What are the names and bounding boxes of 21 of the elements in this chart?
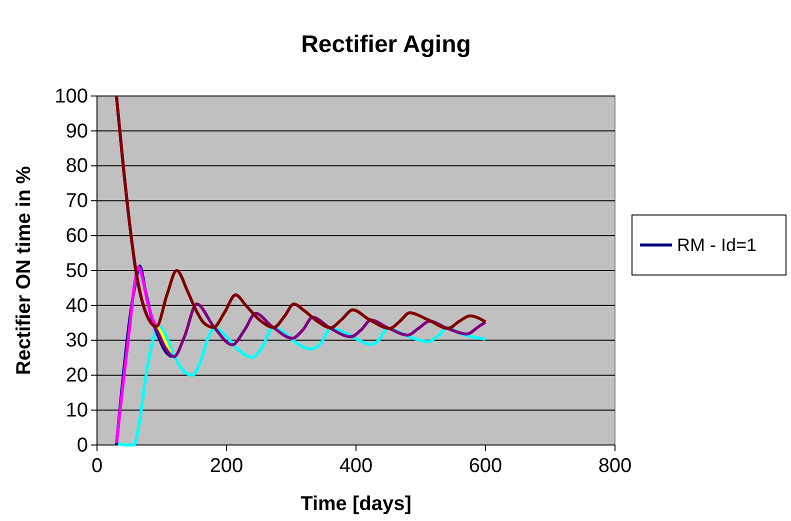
y-tick-label: 100 [54,85,88,108]
y-tick-label: 30 [66,330,88,352]
x-tick-label: 200 [210,455,244,477]
y-tick-label: 10 [66,400,88,422]
y-tick-label: 50 [66,260,88,282]
legend-label: RM - Id=1 [677,235,757,255]
line-series [114,266,158,445]
y-tick-label: 40 [66,294,88,317]
y-tick-label: 0 [76,434,88,456]
x-axis-title: Time [days] [300,493,412,515]
x-tick-label: 0 [91,455,103,477]
y-tick-label: 80 [66,155,88,178]
y-axis-title: Rectifier ON time in % [13,166,35,375]
y-tick-label: 20 [66,364,88,387]
x-tick-label: 400 [339,455,373,477]
y-tick-label: 60 [66,225,88,247]
x-tick-label: 800 [598,455,632,477]
y-tick-label: 70 [66,190,88,212]
chart-title: Rectifier Aging [301,31,471,58]
y-tick-label: 90 [66,120,88,142]
x-tick-label: 600 [468,455,502,477]
